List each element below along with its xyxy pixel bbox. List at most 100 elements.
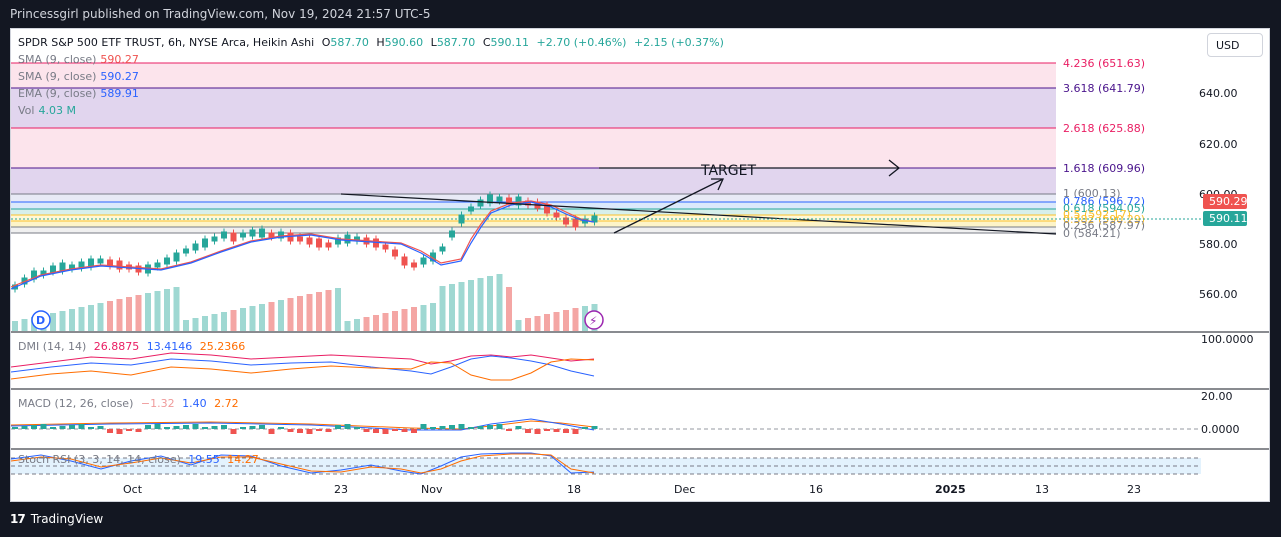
indicator-legend[interactable]: SMA (9, close) 590.27 SMA (9, close) 590.2… <box>18 51 143 119</box>
lightning-icon[interactable] <box>584 310 604 330</box>
macd-hist-bar <box>287 429 294 432</box>
macd-hist-bar <box>221 425 227 429</box>
dmi-legend[interactable]: DMI (14, 14) 26.8875 13.4146 25.2366 <box>18 338 249 355</box>
macd-hist-bar <box>439 426 446 429</box>
stoch-v2: 14.27 <box>227 453 259 466</box>
volume-bar <box>449 284 455 331</box>
macd-hist-bar <box>88 427 94 429</box>
volume-bar <box>287 298 294 331</box>
time-tick: 16 <box>809 483 823 496</box>
volume-bar <box>563 310 569 331</box>
macd-hist-bar <box>354 427 360 429</box>
macd-hist-bar <box>401 429 408 432</box>
chart-canvas[interactable]: 4.236 (651.63) 3.618 (641.79) 2.618 (625.8… <box>11 29 1269 501</box>
time-tick: 23 <box>1127 483 1141 496</box>
chart-frame[interactable]: 4.236 (651.63) 3.618 (641.79) 2.618 (625.8… <box>10 28 1270 502</box>
volume-bar <box>306 294 313 331</box>
fib-labels: 4.236 (651.63) 3.618 (641.79) 2.618 (625.8… <box>1063 57 1145 240</box>
open-value: 587.70 <box>330 36 369 49</box>
macd-hist-bar <box>211 426 218 429</box>
sma-line <box>11 200 595 288</box>
stoch-v1: 19.55 <box>188 453 220 466</box>
macd-hist-bar <box>487 425 493 429</box>
sma2-value: 590.27 <box>100 70 139 83</box>
sma1-value: 590.27 <box>100 53 139 66</box>
volume-bar <box>145 293 151 331</box>
volume-bar <box>515 320 522 331</box>
volume-bar <box>97 303 104 331</box>
macd-hist-bar <box>202 427 208 429</box>
dmi-pane: 100.0000 <box>11 333 1254 381</box>
ema-label[interactable]: EMA (9, close) <box>18 87 97 100</box>
stoch-pane <box>11 452 1201 475</box>
volume-bar <box>268 302 275 331</box>
macd-hist-bar <box>21 426 28 429</box>
dmi-v3: 25.2366 <box>199 340 246 353</box>
currency-button[interactable]: USD <box>1207 33 1263 57</box>
macd-hist-bar <box>506 429 512 431</box>
stoch-legend[interactable]: Stoch RSI (3, 3, 14, 14, close) 19.55 14… <box>18 451 263 468</box>
macd-hist-bar <box>344 424 351 429</box>
volume-bar <box>50 313 56 331</box>
volume-bar <box>12 321 18 331</box>
macd-hist-bar <box>363 429 370 432</box>
macd-v1: −1.32 <box>140 397 175 410</box>
volume-bar <box>401 309 408 331</box>
volume-bar <box>382 313 389 331</box>
sma2-label[interactable]: SMA (9, close) <box>18 70 97 83</box>
volume-bar <box>59 311 66 331</box>
volume-bar <box>553 312 560 331</box>
price-tick: 640.00 <box>1199 87 1238 100</box>
sma1-label[interactable]: SMA (9, close) <box>18 53 97 66</box>
ema-line <box>11 201 595 290</box>
macd-v2: 1.40 <box>182 397 207 410</box>
vol-label[interactable]: Vol <box>18 104 35 117</box>
time-axis[interactable]: Oct 14 23 Nov 18 Dec 16 2025 13 23 <box>123 483 1141 496</box>
symbol-legend[interactable]: SPDR S&P 500 ETF TRUST, 6h, NYSE Arca, H… <box>18 36 724 49</box>
macd-label[interactable]: MACD (12, 26, close) <box>18 397 134 410</box>
interval-badge[interactable] <box>31 310 51 330</box>
volume-bar <box>278 300 284 331</box>
price-axis[interactable]: 640.00 620.00 600.00 580.00 560.00 590.2… <box>1199 87 1248 301</box>
vol-value: 4.03 M <box>38 104 76 117</box>
macd-hist-bar <box>534 429 541 434</box>
symbol-title[interactable]: SPDR S&P 500 ETF TRUST, 6h, NYSE Arca, H… <box>18 36 315 49</box>
time-tick: 23 <box>334 483 348 496</box>
macd-hist-bar <box>249 426 256 429</box>
macd-hist-bar <box>107 429 113 433</box>
volume-bar <box>468 280 474 331</box>
macd-hist-bar <box>449 425 455 429</box>
fib-level-label: 0.5 (592.17) <box>1063 208 1131 221</box>
trend-line <box>340 193 1057 235</box>
volume-bar <box>487 276 493 331</box>
volume-bar <box>88 305 94 331</box>
ema-value: 589.91 <box>100 87 139 100</box>
volume-bar <box>192 318 199 331</box>
footer-brand[interactable]: 17 TradingView <box>10 508 103 530</box>
macd-hist-bar <box>582 427 588 429</box>
volume-bar <box>354 319 360 331</box>
volume-bar <box>458 282 465 331</box>
fib-zones <box>11 62 1056 234</box>
macd-hist-bar <box>154 424 161 429</box>
price-badge-red <box>1203 194 1247 209</box>
volume-bar <box>69 309 75 331</box>
stoch-label[interactable]: Stoch RSI (3, 3, 14, 14, close) <box>18 453 181 466</box>
target-arrowhead <box>888 159 901 177</box>
volume-bar <box>439 286 446 331</box>
volume-bar <box>164 289 170 331</box>
volume-bar <box>221 312 227 331</box>
volume-bar <box>572 308 579 331</box>
macd-legend[interactable]: MACD (12, 26, close) −1.32 1.40 2.72 <box>18 395 243 412</box>
fib-level-label: 0.786 (596.72) <box>1063 195 1145 208</box>
fib-level-label: 2.618 (625.88) <box>1063 122 1145 135</box>
volume-bar <box>392 311 398 331</box>
projection-arrow <box>613 178 724 234</box>
macd-hist-bar <box>59 426 66 429</box>
macd-hist-bar <box>468 427 474 429</box>
volume-bar <box>525 318 531 331</box>
macd-hist-bar <box>306 429 313 434</box>
volume-bar <box>297 296 303 331</box>
dmi-label[interactable]: DMI (14, 14) <box>18 340 87 353</box>
dmi-v1: 26.8875 <box>93 340 140 353</box>
